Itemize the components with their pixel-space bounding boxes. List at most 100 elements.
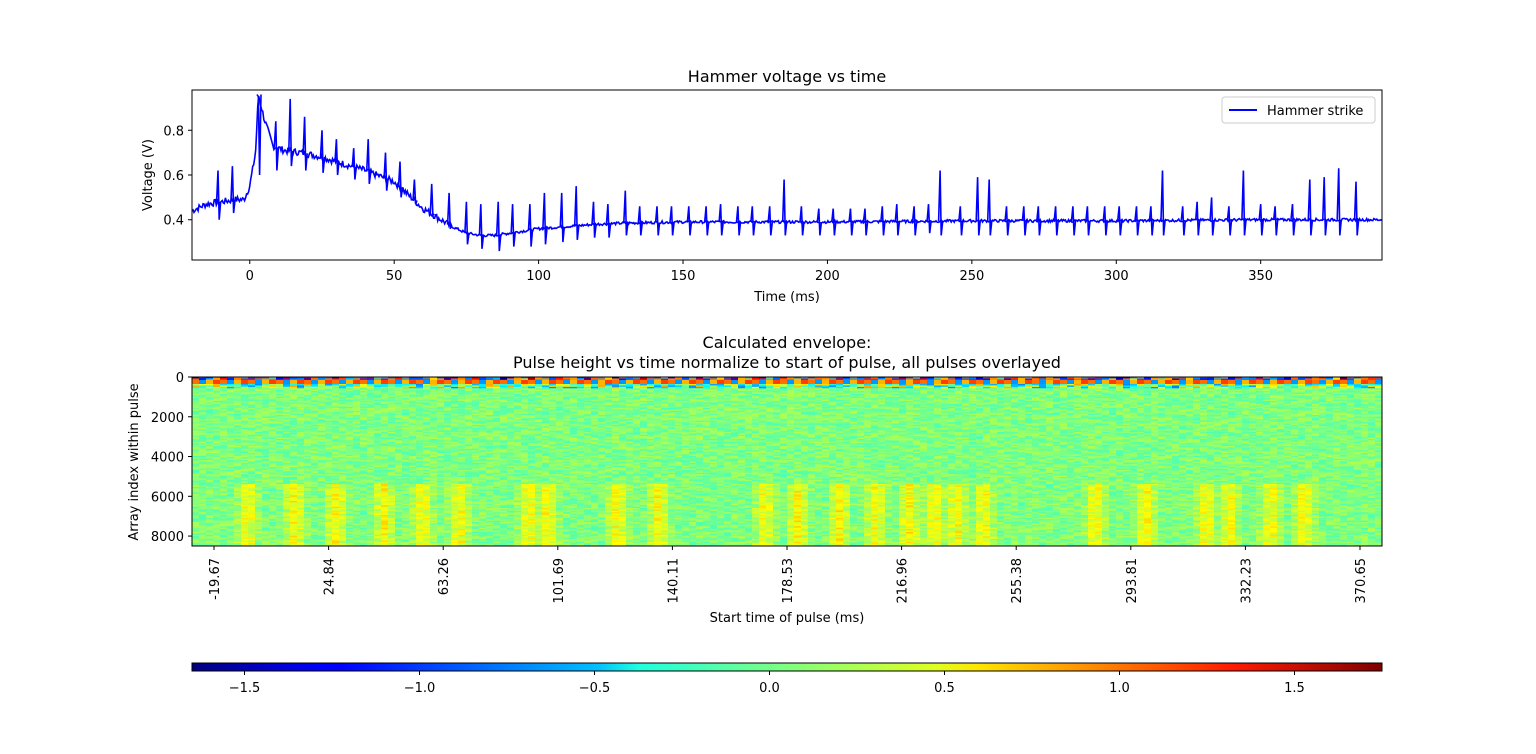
heatmap-cell (220, 489, 228, 492)
heatmap-cell (241, 488, 249, 491)
heatmap-cell (248, 499, 256, 502)
heatmap-cell (213, 523, 221, 526)
heatmap-cell (234, 385, 242, 388)
heatmap-cell (192, 419, 200, 422)
heatmap-cell (255, 422, 263, 424)
heatmap-cell (220, 416, 228, 419)
heatmap-cell (213, 415, 221, 417)
heatmap-image (192, 377, 1382, 546)
heatmap-cell (269, 450, 277, 453)
heatmap-cell (192, 464, 200, 467)
heatmap-cell (241, 427, 249, 430)
heatmap-cell (227, 457, 235, 460)
heatmap-cell (234, 544, 242, 546)
heatmap-cell (213, 422, 221, 424)
heatmap-cell (199, 464, 207, 467)
heatmap-cell (262, 437, 270, 440)
voltage-y-label: Voltage (V) (141, 139, 156, 211)
heatmap-cell (227, 495, 235, 498)
heatmap-cell (192, 412, 200, 415)
heatmap-cell (248, 405, 256, 407)
heatmap-cell (241, 396, 249, 399)
heatmap-cell (234, 507, 242, 510)
heatmap-cell (255, 481, 263, 484)
heatmap-cell (262, 464, 270, 467)
heatmap-cell (290, 461, 298, 464)
heatmap-cell (262, 440, 270, 443)
heatmap-cell (248, 437, 256, 440)
heatmap-cell (206, 464, 214, 467)
voltage-spike (1085, 206, 1091, 236)
heatmap-cell (297, 406, 305, 409)
heatmap-cell (220, 540, 228, 543)
voltage-spike (351, 148, 358, 180)
heatmap-cell (248, 509, 256, 512)
heatmap-cell (255, 405, 263, 407)
heatmap-cell (297, 405, 305, 407)
heatmap-cell (206, 536, 214, 538)
heatmap-cell (220, 437, 228, 440)
heatmap-cell (199, 410, 207, 413)
heatmap-cell (255, 453, 263, 455)
heatmap-cell (255, 498, 263, 500)
heatmap-cell (220, 391, 228, 393)
heatmap-cell (283, 486, 291, 489)
heatmap-cell (192, 523, 200, 526)
heatmap-cell (241, 385, 249, 388)
voltage-spike (1148, 206, 1155, 236)
heatmap-cell (199, 436, 207, 438)
heatmap-cell (276, 533, 284, 536)
heatmap-cell (283, 446, 291, 448)
heatmap-cell (276, 438, 284, 441)
heatmap-cell (255, 460, 263, 462)
heatmap-cell (220, 430, 228, 433)
heatmap-cell (241, 479, 249, 482)
heatmap-cell (199, 515, 207, 517)
heatmap-cell (206, 526, 214, 529)
heatmap-cell (255, 377, 263, 379)
heatmap-cell (234, 536, 242, 538)
heatmap-cell (290, 381, 298, 384)
voltage-chart-title: Hammer voltage vs time (688, 67, 886, 86)
heatmap-cell (220, 398, 228, 400)
envelope-heatmap-chart: Calculated envelope: Pulse height vs tim… (127, 333, 1383, 626)
heatmap-cell (192, 519, 200, 522)
heatmap-cell (290, 531, 298, 534)
heatmap-cell (283, 444, 291, 447)
heatmap-cell (192, 531, 200, 534)
heatmap-cell (234, 510, 242, 513)
heatmap-cell (220, 503, 228, 506)
heatmap-cell (283, 419, 291, 422)
heatmap-cell (192, 437, 200, 440)
heatmap-cell (220, 423, 228, 426)
voltage-spike (799, 206, 805, 236)
heatmap-cell (206, 469, 214, 472)
heatmap-cell (248, 378, 256, 381)
heatmap-cell (290, 454, 298, 457)
heatmap-cell (234, 522, 242, 524)
heatmap-cell (227, 478, 235, 481)
heatmap-cell (262, 382, 270, 385)
heatmap-cell (227, 448, 235, 451)
heatmap-cell (283, 541, 291, 544)
heatmap-cell (199, 498, 207, 500)
heatmap-cell (241, 422, 249, 424)
heatmap-cell (262, 538, 270, 541)
heatmap-cell (276, 462, 284, 465)
heatmap-cell (234, 485, 242, 488)
heatmap-cell (290, 475, 298, 478)
heatmap-cell (283, 493, 291, 496)
heatmap-cell (255, 465, 263, 468)
heatmap-cell (276, 429, 284, 431)
voltage-spike (735, 206, 742, 236)
heatmap-cell (248, 520, 256, 523)
heatmap-cell (234, 453, 242, 455)
heatmap-cell (276, 393, 284, 396)
heatmap-cell (206, 409, 214, 412)
heatmap-cell (213, 496, 221, 499)
heatmap-cell (283, 505, 291, 507)
heatmap-cell (192, 524, 200, 527)
heatmap-cell (199, 386, 207, 389)
heatmap-cell (227, 450, 235, 453)
